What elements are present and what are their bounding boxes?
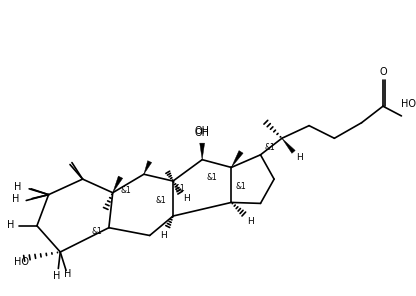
- Text: &1: &1: [265, 144, 275, 152]
- Polygon shape: [144, 161, 152, 174]
- Text: &1: &1: [92, 227, 103, 236]
- Text: O: O: [379, 67, 387, 77]
- Text: H: H: [7, 220, 15, 230]
- Text: HO: HO: [14, 257, 29, 267]
- Polygon shape: [200, 143, 205, 160]
- Text: H: H: [160, 231, 167, 240]
- Text: H: H: [248, 217, 254, 226]
- Polygon shape: [113, 176, 123, 193]
- Text: OH: OH: [195, 128, 210, 139]
- Text: H: H: [53, 271, 60, 281]
- Polygon shape: [231, 151, 243, 168]
- Text: OH: OH: [195, 126, 210, 136]
- Text: H: H: [12, 194, 20, 204]
- Text: &1: &1: [174, 184, 185, 193]
- Text: &1: &1: [206, 173, 217, 182]
- Text: &1: &1: [236, 182, 246, 192]
- Text: &1: &1: [155, 196, 166, 205]
- Text: H: H: [183, 194, 190, 203]
- Text: &1: &1: [121, 186, 132, 195]
- Text: H: H: [296, 153, 303, 162]
- Text: H: H: [14, 182, 21, 192]
- Text: H: H: [64, 269, 72, 279]
- Text: HO: HO: [401, 99, 416, 109]
- Polygon shape: [282, 138, 295, 153]
